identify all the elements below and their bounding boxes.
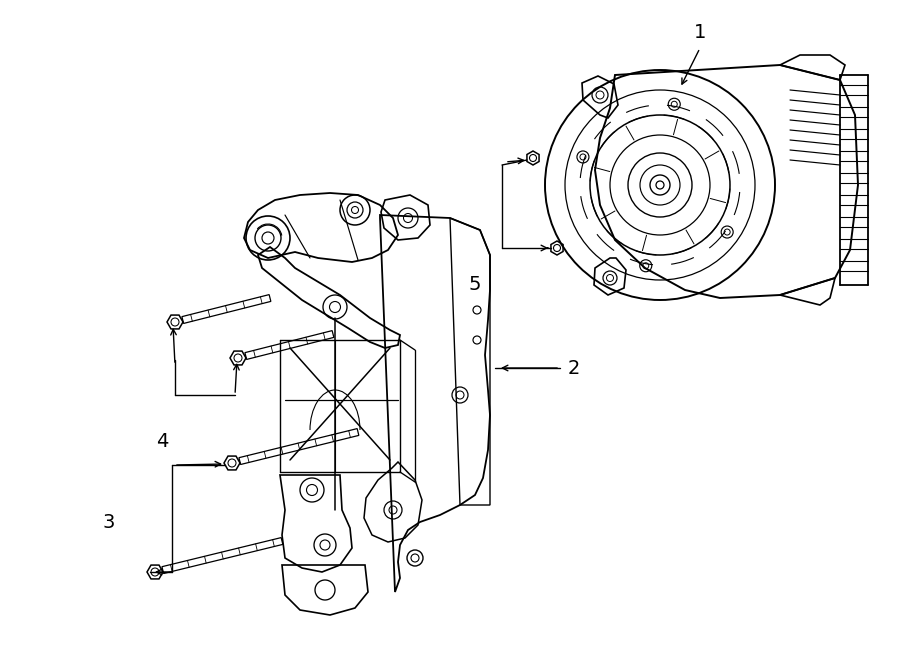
Text: 3: 3 [102,512,114,531]
Text: 1: 1 [694,23,706,42]
Text: 5: 5 [468,276,481,295]
Text: 4: 4 [156,432,168,451]
Text: 2: 2 [568,358,580,377]
